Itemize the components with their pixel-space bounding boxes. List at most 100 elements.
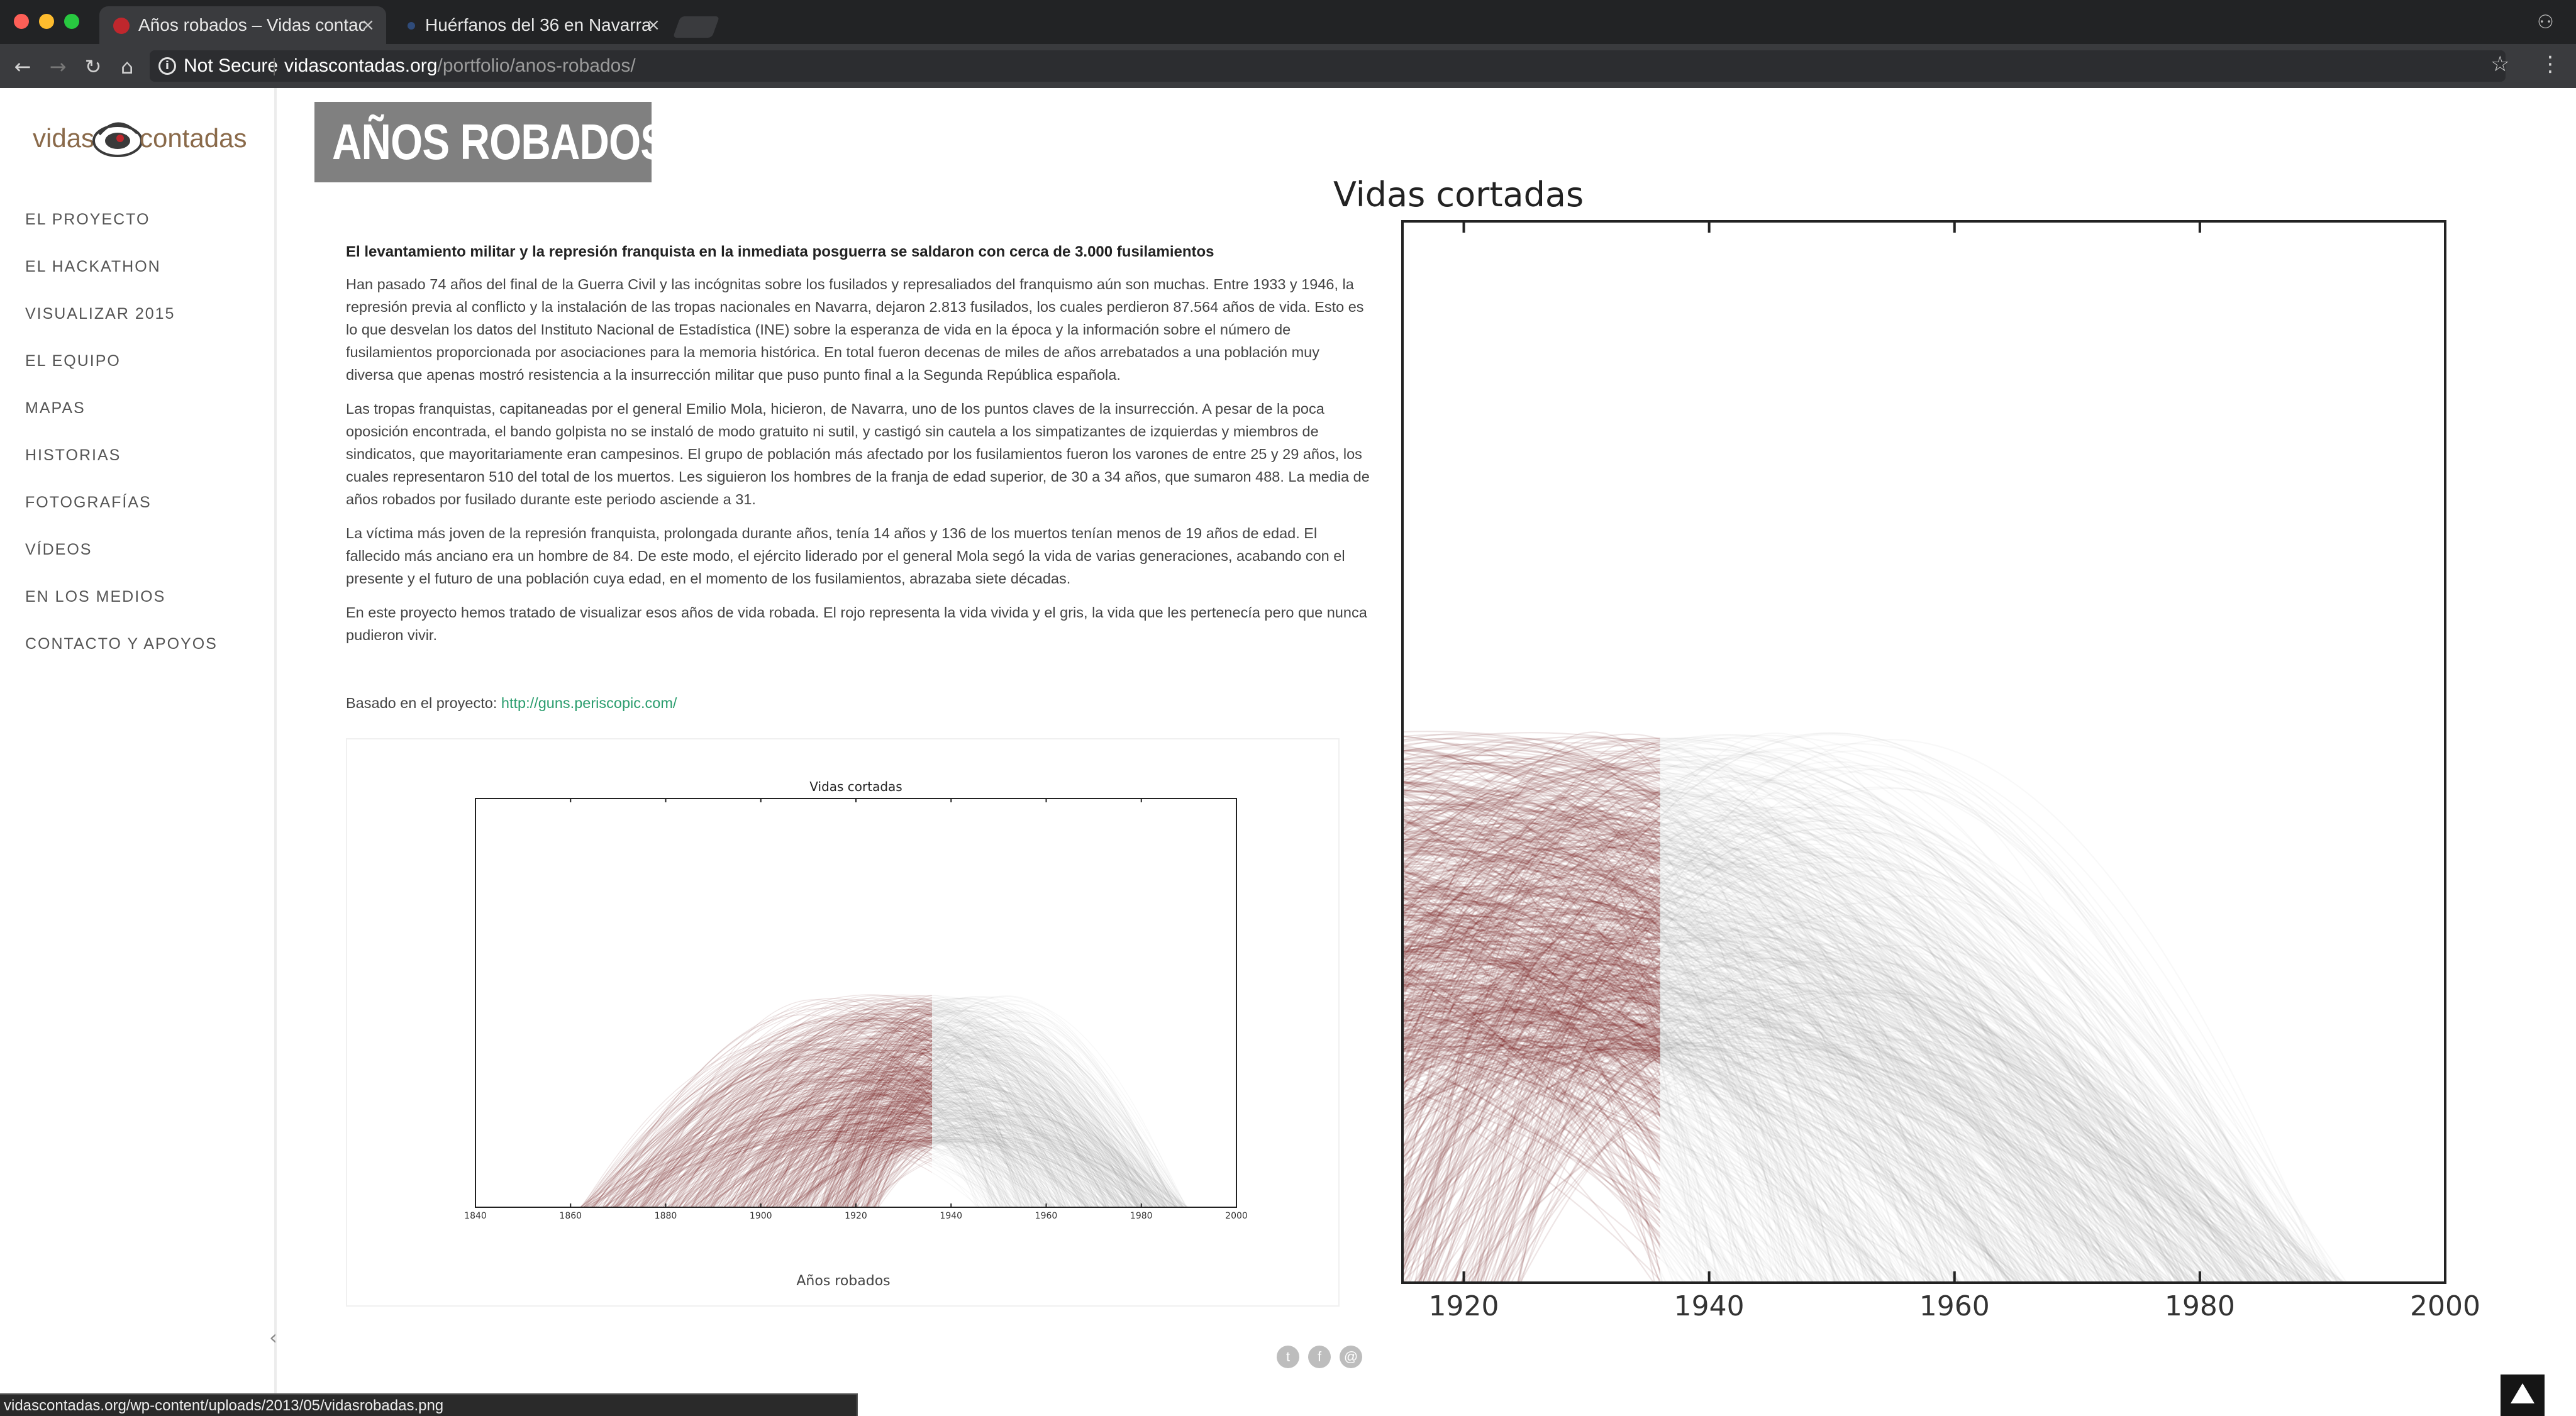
- stolen-life-arc: [1402, 941, 2212, 1283]
- stolen-life-arc: [1402, 960, 2244, 1283]
- security-label[interactable]: Not Secure: [184, 55, 279, 76]
- profile-icon[interactable]: ⚇: [2537, 11, 2554, 33]
- lived-life-arc: [603, 1080, 932, 1207]
- stolen-life-arc: [1490, 733, 2060, 1283]
- nav-item-en-los-medios[interactable]: EN LOS MEDIOS: [25, 588, 166, 606]
- stolen-life-arc: [654, 1021, 1168, 1207]
- nav-item-videos[interactable]: VÍDEOS: [25, 541, 92, 558]
- stolen-life-arc: [1402, 749, 1946, 1283]
- lived-life-arc: [594, 994, 932, 1207]
- lived-life-arc: [698, 1027, 932, 1207]
- stolen-life-arc: [1402, 987, 2011, 1283]
- lived-life-arc: [1402, 826, 1660, 974]
- lived-life-arc: [1402, 839, 1660, 878]
- address-bar[interactable]: i Not Secure vidascontadas.org/portfolio…: [150, 50, 2506, 82]
- tab-huerfanos[interactable]: Huérfanos del 36 en Navarra ×: [390, 6, 672, 44]
- chart-lightbox[interactable]: 1920 1940 1960 1980 2000 Vidas cortadas: [1333, 170, 2566, 1415]
- forward-icon[interactable]: →: [49, 55, 67, 79]
- stolen-life-arc: [1402, 838, 2233, 1283]
- stolen-life-arc: [583, 1111, 1189, 1207]
- lived-life-arc: [806, 1021, 932, 1207]
- nav-item-fotografias[interactable]: FOTOGRAFÍAS: [25, 494, 152, 511]
- stolen-life-arc: [1501, 1046, 1878, 1283]
- lived-life-arc: [759, 1101, 932, 1207]
- twitter-icon[interactable]: t: [1277, 1346, 1299, 1368]
- stolen-life-arc: [1402, 750, 2162, 1283]
- stolen-life-arc: [703, 1136, 1106, 1207]
- stolen-life-arc: [1402, 904, 1733, 1283]
- stolen-life-arc: [794, 1041, 1151, 1207]
- stolen-life-arc: [831, 1106, 1022, 1207]
- lived-life-arc: [1490, 1043, 1660, 1283]
- lived-life-arc: [679, 1056, 932, 1207]
- lived-life-arc: [1402, 966, 1660, 1237]
- home-icon[interactable]: ⌂: [120, 55, 134, 79]
- nav-item-visualizar-2015[interactable]: VISUALIZAR 2015: [25, 305, 175, 323]
- stolen-life-arc: [801, 1093, 990, 1207]
- scroll-top-button[interactable]: [2501, 1375, 2545, 1416]
- back-icon[interactable]: ←: [14, 55, 31, 79]
- source-link[interactable]: http://guns.periscopic.com/: [501, 695, 677, 711]
- stolen-life-arc: [1402, 810, 2231, 1283]
- lived-life-arc: [1402, 1000, 1660, 1033]
- nav-item-mapas[interactable]: MAPAS: [25, 399, 86, 417]
- close-tab-icon[interactable]: ×: [361, 16, 375, 35]
- site-logo[interactable]: vidas contadas: [33, 113, 247, 163]
- stolen-life-arc: [1402, 754, 2329, 1283]
- lived-life-arc: [631, 1031, 932, 1207]
- stolen-life-arc: [1402, 844, 2132, 1283]
- lived-life-arc: [869, 1085, 932, 1207]
- lived-life-arc: [694, 1105, 932, 1207]
- stolen-life-arc: [873, 1140, 1046, 1207]
- facebook-icon[interactable]: f: [1308, 1346, 1331, 1368]
- chart-thumbnail[interactable]: 1840 1860 1880 1900 1920 1940 1960 1980 2000 Vida…: [346, 738, 1340, 1307]
- lived-life-arc: [645, 1090, 932, 1207]
- star-icon[interactable]: ☆: [2490, 52, 2510, 77]
- lived-life-arc: [1465, 1105, 1660, 1283]
- lived-life-arc: [641, 1044, 932, 1207]
- nav-item-el-proyecto[interactable]: EL PROYECTO: [25, 211, 150, 228]
- lived-life-arc: [1402, 862, 1660, 1148]
- lived-life-arc: [670, 1037, 932, 1207]
- lived-life-arc: [784, 1007, 932, 1207]
- stolen-life-arc: [828, 1127, 1130, 1207]
- email-icon[interactable]: @: [1340, 1346, 1362, 1368]
- stolen-life-arc: [1402, 979, 2280, 1283]
- zoom-window-button[interactable]: [64, 14, 79, 29]
- stolen-life-arc: [1402, 927, 1907, 1283]
- lived-life-arc: [1402, 731, 1660, 771]
- nav-item-el-hackathon[interactable]: EL HACKATHON: [25, 258, 161, 275]
- stolen-life-arc: [711, 1010, 1160, 1207]
- stolen-life-arc: [1503, 996, 1974, 1283]
- stolen-life-arc: [1402, 985, 1980, 1283]
- minimize-window-button[interactable]: [39, 14, 54, 29]
- nav-item-historias[interactable]: HISTORIAS: [25, 446, 121, 464]
- stolen-life-arc: [1402, 753, 2262, 1283]
- lived-life-arc: [1402, 878, 1660, 961]
- lived-life-arc: [1402, 941, 1660, 985]
- lived-life-arc: [1402, 1088, 1660, 1209]
- stolen-life-arc: [852, 1088, 1004, 1207]
- collapse-sidebar-icon[interactable]: ‹: [269, 1325, 277, 1349]
- menu-icon[interactable]: ⋮: [2540, 52, 2561, 77]
- new-tab-button[interactable]: [672, 16, 720, 38]
- info-icon[interactable]: i: [158, 57, 176, 75]
- stolen-life-arc: [726, 1071, 1014, 1207]
- tab-anos-robados[interactable]: Años robados – Vidas contadas ×: [99, 6, 386, 44]
- reload-icon[interactable]: ↻: [84, 55, 102, 79]
- nav-item-el-equipo[interactable]: EL EQUIPO: [25, 352, 121, 370]
- lived-life-arc: [1402, 853, 1660, 908]
- stolen-life-arc: [606, 1081, 1065, 1207]
- stolen-life-arc: [1402, 814, 1867, 1283]
- close-tab-icon[interactable]: ×: [647, 16, 660, 35]
- nav-item-contacto-y-apoyos[interactable]: CONTACTO Y APOYOS: [25, 635, 218, 653]
- stolen-life-arc: [844, 1111, 1147, 1207]
- stolen-life-arc: [1402, 783, 2093, 1283]
- url-text[interactable]: vidascontadas.org/portfolio/anos-robados…: [284, 55, 636, 77]
- lived-life-arc: [1402, 769, 1660, 832]
- stolen-life-arc: [1402, 832, 2257, 1283]
- stolen-life-arc: [585, 1048, 1047, 1207]
- lived-life-arc: [1402, 1004, 1660, 1030]
- close-window-button[interactable]: [14, 14, 29, 29]
- stolen-life-arc: [877, 1126, 997, 1207]
